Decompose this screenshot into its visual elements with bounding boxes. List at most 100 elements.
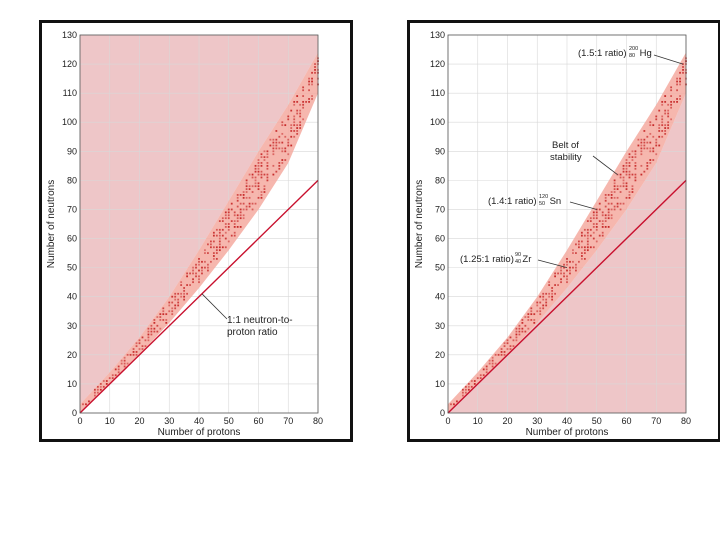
- nuclide-dot: [293, 121, 296, 124]
- nuclide-dot: [153, 319, 156, 321]
- chart-panel-right: 0 10 20 30 40 50 60 70 80 0 10 20 30 40 50 60 70 80 90 100 1…: [407, 20, 720, 442]
- nuclide-dot: [652, 147, 655, 150]
- nuclide-dot: [251, 191, 254, 193]
- nuclide-dot: [566, 269, 568, 272]
- nuclide-dot: [551, 289, 554, 292]
- nuclide-dot: [230, 202, 233, 205]
- nuclide-dot: [643, 130, 646, 132]
- nuclide-dot: [150, 330, 153, 333]
- nuclide-dot: [619, 208, 622, 211]
- nuclide-dot: [589, 217, 592, 220]
- nuclide-dot: [578, 240, 580, 243]
- nuclide-dot: [233, 231, 236, 234]
- nuclide-dot: [284, 147, 287, 150]
- nuclide-dot: [96, 385, 99, 388]
- nuclide-dot: [278, 147, 281, 150]
- nuclide-dot: [634, 164, 637, 167]
- nuclide-dot: [545, 298, 548, 301]
- nuclide-dot: [595, 208, 598, 211]
- nuclide-dot: [162, 307, 165, 310]
- nuclide-dot: [278, 164, 281, 167]
- nuclide-dot: [610, 196, 613, 199]
- nuclide-dot: [572, 266, 574, 269]
- nuclide-dot: [212, 257, 215, 260]
- nuclide-dot: [586, 237, 589, 240]
- nuclide-dot: [640, 138, 643, 141]
- nuclide-dot: [649, 121, 652, 124]
- nuclide-dot: [93, 391, 96, 394]
- nuclide-dot: [135, 351, 138, 353]
- nuclide-dot: [625, 188, 628, 191]
- nuclide-mass-number: 200: [629, 46, 638, 52]
- nuclide-dot: [506, 342, 509, 345]
- nuclide-dot: [227, 214, 230, 217]
- y-tick-label: 20: [67, 350, 77, 360]
- nuclide-dot: [601, 214, 604, 217]
- nuclide-dot: [183, 298, 186, 301]
- nuclide-dot: [287, 144, 290, 147]
- nuclide-dot: [257, 173, 260, 176]
- nuclide-dot: [601, 234, 604, 237]
- nuclide-dot: [251, 208, 254, 211]
- nuclide-dot: [655, 118, 658, 121]
- nuclide-dot: [311, 71, 313, 74]
- nuclide-dot: [664, 124, 667, 127]
- nuclide-dot: [192, 278, 194, 281]
- nuclide-dot: [257, 164, 260, 167]
- nuclide-dot: [661, 135, 664, 138]
- nuclide-dot: [649, 159, 652, 161]
- nuclide-dot: [545, 304, 548, 307]
- nuclide-dot: [117, 371, 120, 374]
- nuclide-dot: [453, 403, 455, 406]
- nuclide-dot: [260, 164, 263, 167]
- nuclide-dot: [302, 86, 305, 89]
- nuclide-dot: [530, 319, 533, 321]
- nuclide-dot: [302, 89, 305, 92]
- nuclide-dot: [575, 266, 577, 269]
- nuclide-dot: [664, 100, 667, 103]
- nuclide-dot: [284, 135, 287, 138]
- nuclide-dot: [165, 313, 168, 316]
- x-tick-label: 80: [313, 416, 323, 426]
- nuclide-dot: [126, 353, 129, 356]
- nuclide-dot: [631, 159, 634, 161]
- nuclide-dot: [456, 400, 458, 403]
- nuclide-dot: [296, 132, 299, 135]
- nuclide-dot: [619, 173, 622, 176]
- nuclide-dot: [210, 243, 212, 246]
- nuclide-dot: [260, 196, 263, 199]
- nuclide-dot: [601, 211, 604, 214]
- nuclide-dot: [625, 173, 628, 176]
- nuclide-dot: [604, 205, 607, 208]
- nuclide-dot: [527, 327, 530, 330]
- nuclide-dot: [281, 159, 284, 161]
- nuclide-dot: [186, 292, 188, 295]
- nuclide-dot: [661, 124, 664, 127]
- nuclide-dot: [670, 103, 673, 106]
- nuclide-dot: [212, 240, 215, 243]
- nuclide-dot: [215, 246, 218, 249]
- nuclide-dot: [218, 243, 221, 246]
- nuclide-dot: [254, 176, 257, 179]
- x-axis-label: Number of protons: [158, 427, 241, 438]
- nuclide-dot: [679, 83, 681, 86]
- nuclide-dot: [207, 266, 209, 269]
- nuclide-dot: [183, 292, 186, 295]
- nuclide-dot: [530, 307, 533, 310]
- nuclide-dot: [664, 132, 667, 135]
- nuclide-dot: [135, 342, 138, 345]
- nuclide-dot: [177, 304, 180, 307]
- nuclide-dot: [566, 278, 568, 281]
- nuclide-dot: [201, 266, 203, 269]
- nuclide-dot: [554, 272, 556, 275]
- nuclide-dot: [664, 127, 667, 129]
- nuclide-dot: [607, 217, 610, 220]
- nuclide-dot: [272, 150, 275, 153]
- nuclide-dot: [580, 246, 583, 249]
- reference-line: [79, 179, 319, 414]
- nuclide-dot: [625, 167, 628, 170]
- nuclide-dot: [186, 284, 188, 286]
- nuclide-dot: [233, 223, 236, 225]
- nuclide-dot: [260, 176, 263, 179]
